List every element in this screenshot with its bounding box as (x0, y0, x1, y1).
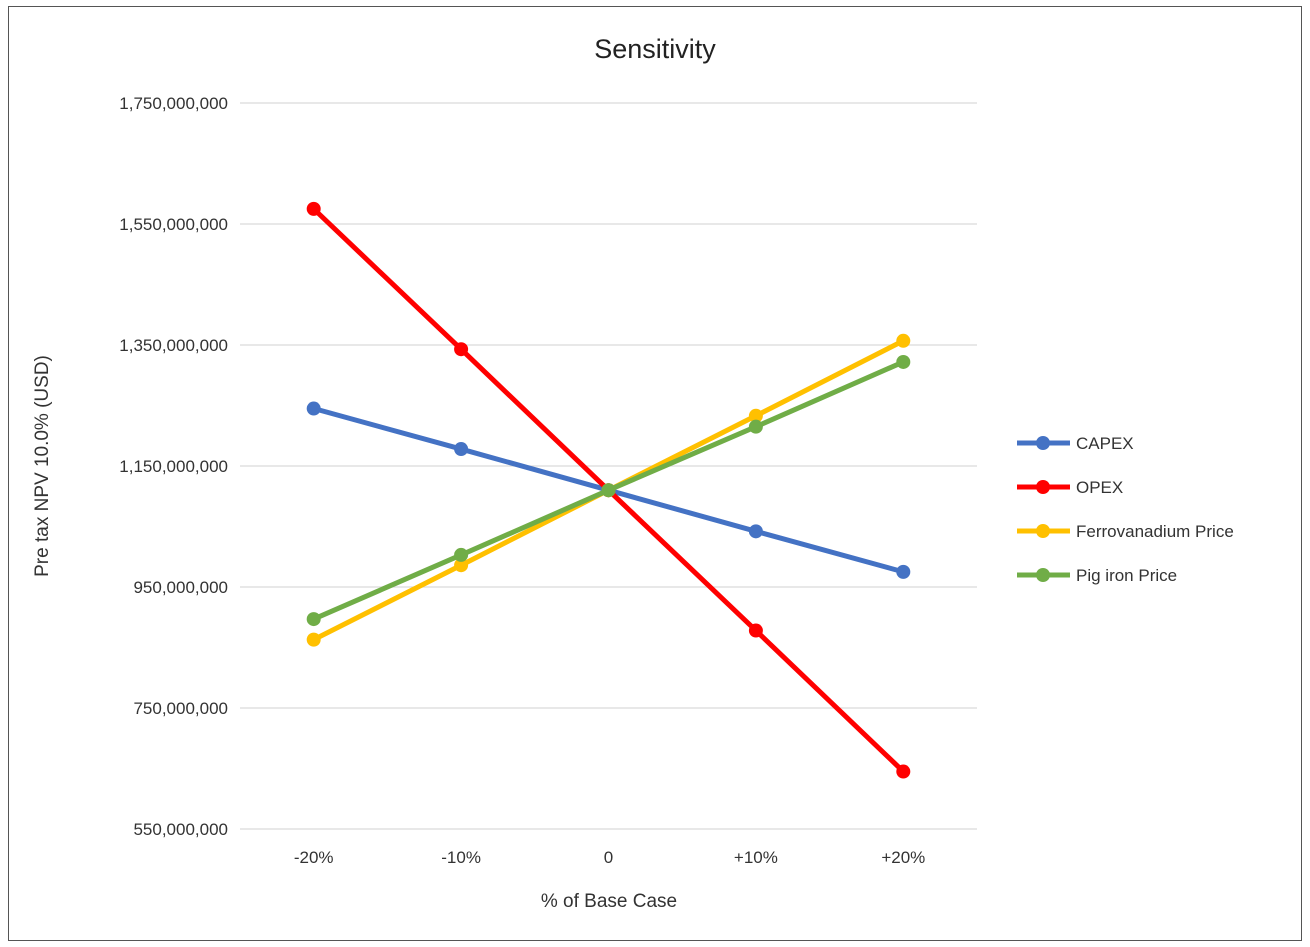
data-point (748, 419, 763, 434)
data-point (454, 342, 469, 357)
y-tick-label: 1,550,000,000 (119, 215, 228, 234)
legend-item: Pig iron Price (1017, 566, 1177, 585)
x-axis-ticks: -20% -10% 0 +10% +20% (294, 848, 925, 867)
data-point (896, 564, 911, 579)
legend-swatch-marker (1036, 436, 1050, 450)
x-tick-label: +20% (881, 848, 925, 867)
data-point (454, 558, 469, 573)
legend-label: CAPEX (1076, 434, 1134, 453)
legend-item: Ferrovanadium Price (1017, 522, 1234, 541)
data-point (306, 201, 321, 216)
data-point (306, 401, 321, 416)
legend-swatch-marker (1036, 480, 1050, 494)
data-point (896, 333, 911, 348)
x-tick-label: +10% (734, 848, 778, 867)
y-tick-label: 750,000,000 (133, 699, 228, 718)
y-axis-ticks: 550,000,000 750,000,000 950,000,000 1,150,0… (119, 94, 228, 839)
legend: CAPEX OPEX Ferrovanadium Price Pig iron Pri… (1017, 434, 1234, 585)
data-point (748, 623, 763, 638)
data-point (306, 632, 321, 647)
legend-label: OPEX (1076, 478, 1123, 497)
y-tick-label: 1,750,000,000 (119, 94, 228, 113)
series-pig-iron-price (306, 354, 911, 627)
y-tick-label: 550,000,000 (133, 820, 228, 839)
data-point (896, 354, 911, 369)
gridlines (240, 102, 977, 830)
data-point (454, 547, 469, 562)
legend-swatch-marker (1036, 524, 1050, 538)
legend-label: Pig iron Price (1076, 566, 1177, 585)
series-group (306, 201, 911, 779)
data-point (454, 442, 469, 457)
data-point (306, 612, 321, 627)
y-tick-label: 950,000,000 (133, 578, 228, 597)
y-tick-label: 1,150,000,000 (119, 457, 228, 476)
x-tick-label: 0 (604, 848, 613, 867)
x-axis-title: % of Base Case (541, 891, 677, 912)
x-tick-label: -20% (294, 848, 334, 867)
legend-item: OPEX (1017, 478, 1123, 497)
legend-label: Ferrovanadium Price (1076, 522, 1234, 541)
legend-swatch-marker (1036, 568, 1050, 582)
x-tick-label: -10% (441, 848, 481, 867)
y-axis-title: Pre tax NPV 10.0% (USD) (32, 355, 53, 577)
chart-frame (8, 6, 1302, 941)
data-point (601, 483, 616, 498)
chart-title: Sensitivity (594, 34, 716, 64)
data-point (748, 524, 763, 539)
data-point (896, 764, 911, 779)
y-tick-label: 1,350,000,000 (119, 336, 228, 355)
data-point (748, 408, 763, 423)
legend-item: CAPEX (1017, 434, 1134, 453)
